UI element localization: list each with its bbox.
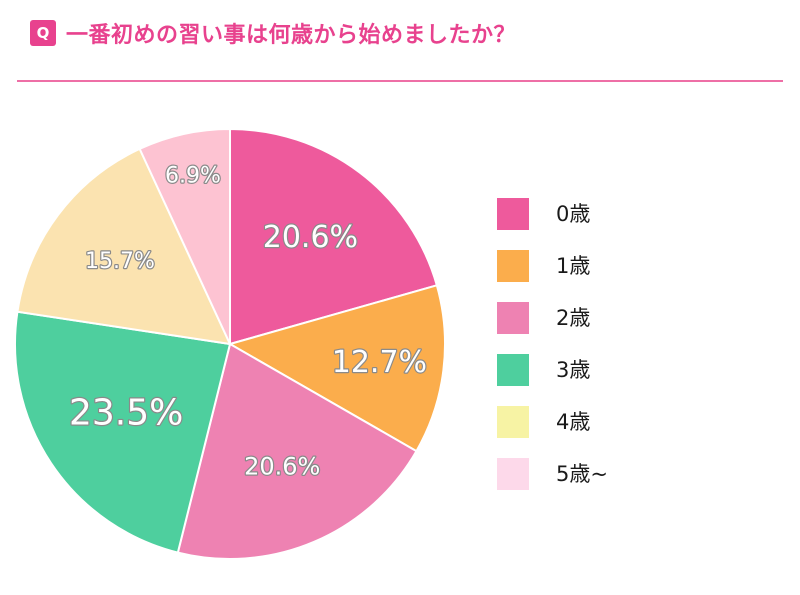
legend-label: 3歳 (556, 358, 590, 382)
pie-slice-label: 20.6% (244, 453, 320, 481)
pie-slice-label: 20.6% (263, 220, 358, 255)
pie-slice-5歳~ (138, 127, 231, 345)
pie-slice-label: 23.5% (69, 393, 183, 434)
question-header: Q 一番初めの習い事は何歳から始めましたか？ (30, 16, 516, 50)
legend-label: 5歳~ (556, 462, 608, 486)
pie-slice-labels: 20.6% 12.7% 20.6% 23.5% 15.7% 6.9% (68, 162, 428, 482)
pie-slice-2歳 (176, 342, 418, 560)
legend-swatch (497, 406, 529, 438)
legend-label: 2歳 (556, 306, 590, 330)
legend-swatch (497, 354, 529, 386)
legend-swatch (497, 198, 529, 230)
pie-slice-label: 6.9% (165, 164, 221, 189)
legend-swatch (497, 250, 529, 282)
question-title: 一番初めの習い事は何歳から始めましたか？ (66, 23, 517, 48)
pie-slice-label: 12.7% (332, 345, 427, 380)
chart-legend: 0歳 1歳 2歳 3歳 4歳 5歳~ (497, 198, 608, 490)
legend-swatch (497, 458, 529, 490)
pie-slice-3歳 (14, 310, 232, 554)
question-badge: Q (30, 20, 56, 46)
pie-slices (14, 127, 446, 560)
pie-slice-1歳 (227, 284, 446, 453)
legend-label: 4歳 (556, 410, 590, 434)
pie-slice-label: 15.7% (85, 249, 155, 274)
legend-swatch (497, 302, 529, 334)
header-divider (17, 80, 783, 82)
pie-slice-4歳 (16, 147, 232, 346)
legend-label: 0歳 (556, 202, 590, 226)
pie-slice-0歳 (229, 127, 439, 346)
legend-label: 1歳 (556, 254, 590, 278)
